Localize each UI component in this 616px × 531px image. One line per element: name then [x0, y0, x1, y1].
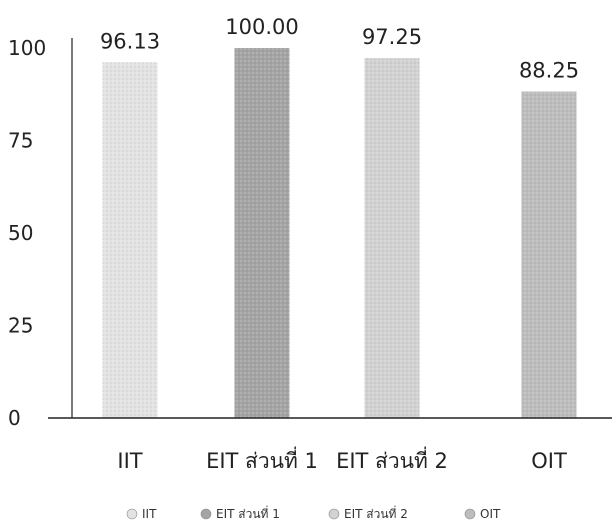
data-labels-group: 96.13 100.00 97.25 88.25 [100, 15, 579, 82]
y-axis-ticks: 0 25 50 75 100 [8, 36, 46, 430]
legend-marker-1 [200, 508, 212, 520]
y-tick-label-0: 0 [8, 406, 21, 430]
x-axis-categories: IIT EIT ส่วนที่ 1 EIT ส่วนที่ 2 OIT [117, 446, 567, 473]
legend: IIT EIT ส่วนที่ 1 EIT ส่วนที่ 2 OIT [126, 505, 501, 521]
legend-label-1: EIT ส่วนที่ 1 [216, 505, 280, 521]
bars-group [102, 48, 577, 419]
x-tick-label-2: EIT ส่วนที่ 2 [336, 446, 448, 473]
y-tick-label-2: 50 [8, 221, 33, 245]
legend-marker-0 [126, 508, 138, 520]
y-tick-label-4: 100 [8, 36, 46, 60]
data-label-1: 100.00 [225, 15, 298, 39]
legend-label-3: OIT [480, 507, 501, 521]
bar-texture-0 [102, 62, 158, 418]
data-label-3: 88.25 [519, 58, 579, 82]
y-tick-label-3: 75 [8, 129, 33, 153]
bar-texture-3 [521, 91, 577, 418]
legend-marker-3 [464, 508, 476, 520]
legend-label-0: IIT [142, 507, 157, 521]
bar-texture-2 [364, 58, 420, 419]
legend-label-2: EIT ส่วนที่ 2 [344, 505, 408, 521]
legend-marker-2 [328, 508, 340, 520]
bar-texture-1 [234, 48, 290, 418]
x-tick-label-3: OIT [531, 449, 567, 473]
data-label-0: 96.13 [100, 29, 160, 53]
x-tick-label-0: IIT [117, 449, 142, 473]
data-label-2: 97.25 [362, 25, 422, 49]
x-tick-label-1: EIT ส่วนที่ 1 [206, 446, 318, 473]
y-tick-label-1: 25 [8, 314, 33, 338]
